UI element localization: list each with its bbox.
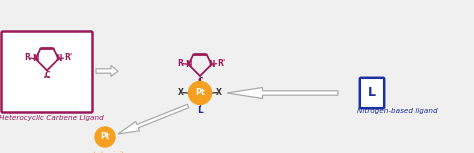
Text: cytotoxicity: cytotoxicity — [85, 151, 129, 153]
Circle shape — [95, 127, 115, 147]
Text: R: R — [24, 53, 30, 62]
Polygon shape — [118, 104, 189, 134]
Polygon shape — [96, 65, 118, 76]
Text: X: X — [178, 88, 184, 97]
Text: L: L — [197, 106, 203, 115]
Text: X: X — [216, 88, 222, 97]
FancyBboxPatch shape — [360, 78, 384, 108]
Text: C: C — [197, 76, 203, 86]
Text: R': R' — [217, 59, 225, 68]
Text: ••: •• — [43, 75, 51, 81]
Polygon shape — [227, 88, 338, 99]
Text: N: N — [55, 54, 62, 63]
Text: N: N — [32, 54, 39, 63]
Text: N: N — [185, 60, 192, 69]
FancyBboxPatch shape — [1, 32, 92, 112]
Text: C: C — [44, 71, 50, 80]
Text: Pt: Pt — [100, 132, 109, 141]
Text: N: N — [208, 60, 215, 69]
Text: Nitrogen-based ligand: Nitrogen-based ligand — [357, 108, 438, 114]
Circle shape — [189, 82, 211, 104]
Text: R: R — [177, 59, 183, 68]
Text: N-Heterocyclic Carbene Ligand: N-Heterocyclic Carbene Ligand — [0, 115, 103, 121]
Text: L: L — [368, 86, 376, 99]
Text: Pt: Pt — [195, 88, 205, 97]
Text: R': R' — [64, 53, 72, 62]
